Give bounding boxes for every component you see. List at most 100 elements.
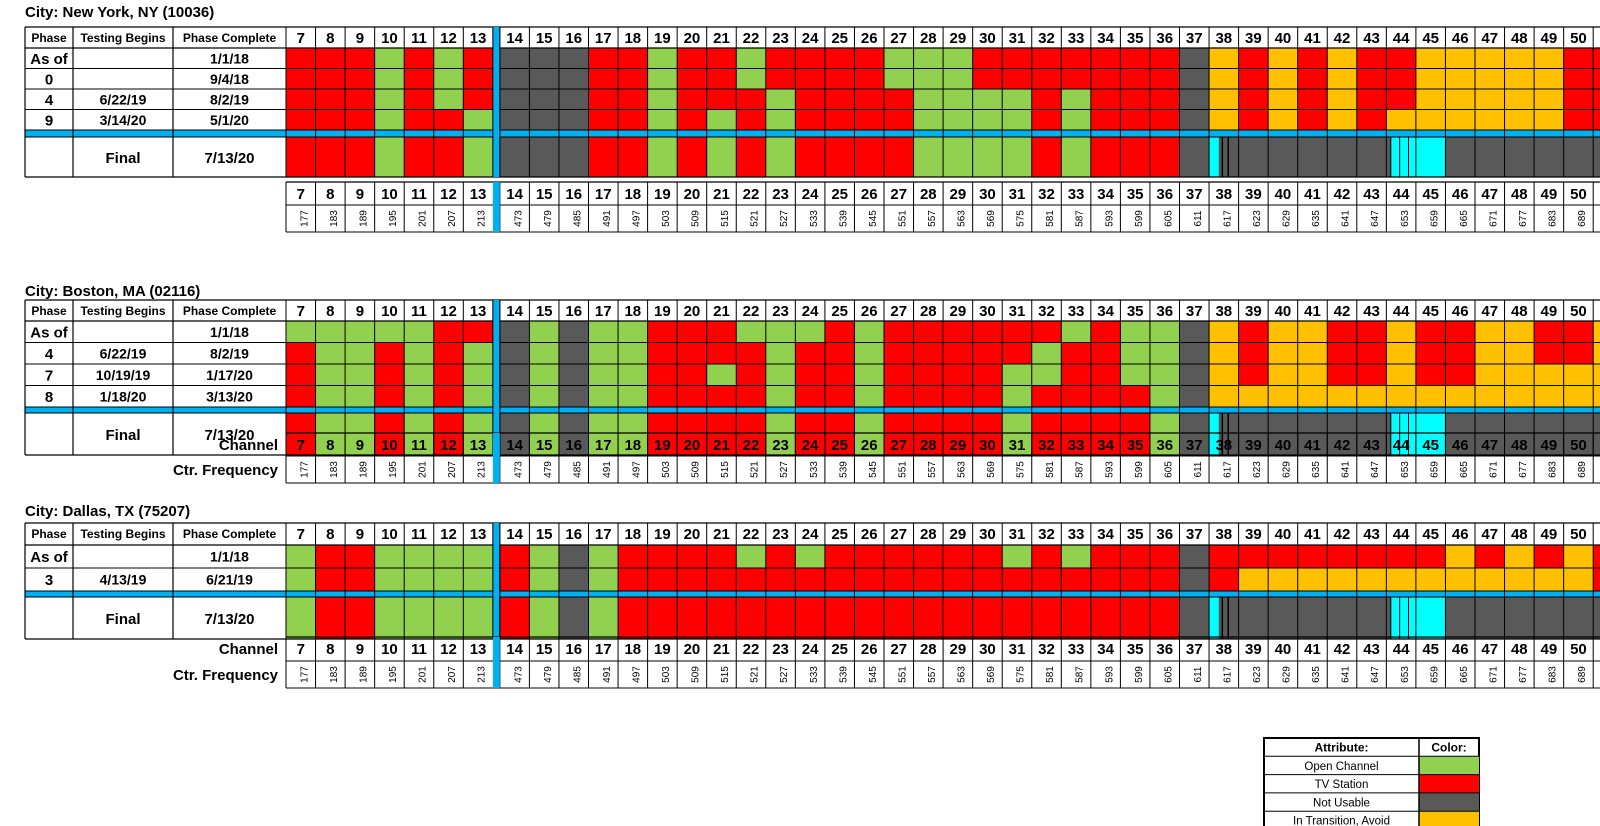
channel-cell xyxy=(1593,568,1600,591)
final-channel-cell xyxy=(1090,137,1121,177)
channel-cell xyxy=(433,321,464,343)
channel-cell xyxy=(1504,385,1535,407)
channel-header-label: 39 xyxy=(1245,303,1262,320)
channel-footer-label: 26 xyxy=(861,186,878,203)
channel-cell xyxy=(1386,385,1416,407)
channel-footer-label: 43 xyxy=(1363,437,1380,454)
channel-header-label: 49 xyxy=(1541,303,1558,320)
channel-footer-label: 42 xyxy=(1334,437,1351,454)
channel-footer-label: 48 xyxy=(1511,186,1528,203)
channel-header-label: 32 xyxy=(1038,303,1055,320)
center-frequency-label: 521 xyxy=(750,461,761,478)
channel-header-label: 35 xyxy=(1127,30,1144,47)
channel-cell xyxy=(1386,48,1416,69)
channel-header-label: 15 xyxy=(536,303,553,320)
final-channel-cell xyxy=(1238,413,1269,455)
final-channel-cell xyxy=(1534,413,1564,455)
channel-header-label: 15 xyxy=(536,30,553,47)
channel-cell xyxy=(345,109,375,130)
header-phase-complete: Phase Complete xyxy=(183,304,277,318)
channel-header-label: 38 xyxy=(1215,303,1232,320)
center-frequency-label: 671 xyxy=(1488,461,1499,478)
band-gap-separator xyxy=(492,523,500,639)
channel-header-label: 12 xyxy=(440,303,457,320)
channel-footer-label: 40 xyxy=(1275,186,1292,203)
channel-footer-label: 14 xyxy=(506,641,523,658)
final-channel-cell xyxy=(1031,137,1062,177)
channel-header-label: 26 xyxy=(861,30,878,47)
center-frequency-label: 503 xyxy=(661,461,672,478)
channel-cell xyxy=(884,109,914,130)
channel-header-label: 17 xyxy=(595,526,612,543)
channel-header-label: 18 xyxy=(624,526,641,543)
channel-header-label: 40 xyxy=(1275,526,1292,543)
channel-header-label: 13 xyxy=(470,526,487,543)
channel-cell xyxy=(1593,321,1600,343)
channel-cell xyxy=(499,545,530,568)
channel-header-label: 38 xyxy=(1215,526,1232,543)
channel-footer-label: 48 xyxy=(1511,437,1528,454)
channel-cell xyxy=(463,89,493,110)
center-frequency-label: 623 xyxy=(1252,461,1263,478)
channel-footer-label: 21 xyxy=(713,186,730,203)
channel-cell xyxy=(588,342,619,364)
center-frequency-label: 183 xyxy=(329,461,340,478)
final-channel-cell xyxy=(1327,597,1357,639)
channel-cell xyxy=(1563,68,1594,89)
final-channel-cell xyxy=(1149,137,1180,177)
channel-cell xyxy=(286,48,316,69)
channel-footer-label: 21 xyxy=(713,437,730,454)
channel-cell xyxy=(765,89,796,110)
channel-footer-label: 16 xyxy=(565,186,582,203)
channel-cell xyxy=(1534,364,1564,386)
channel-footer-label: 12 xyxy=(440,437,457,454)
channel-footer-label: 7 xyxy=(297,437,305,454)
channel-cell xyxy=(972,48,1003,69)
channel-footer-label: 15 xyxy=(536,186,553,203)
channel-cell xyxy=(1031,68,1062,89)
channel-footer-label: 36 xyxy=(1156,186,1173,203)
channel-cell xyxy=(677,385,707,407)
channel-cell xyxy=(345,545,375,568)
channel-cell xyxy=(1386,321,1416,343)
channel-cell xyxy=(618,48,648,69)
channel-footer-label: 35 xyxy=(1127,186,1144,203)
channel-cell xyxy=(706,109,737,130)
channel-cell xyxy=(1563,364,1594,386)
channel-cell xyxy=(286,545,316,568)
channel-cell xyxy=(1031,568,1062,591)
channel-header-label: 12 xyxy=(440,526,457,543)
center-frequency-label: 545 xyxy=(868,461,879,478)
center-frequency-label: 689 xyxy=(1577,461,1588,478)
channel-cell xyxy=(736,89,766,110)
channel-cell xyxy=(1504,321,1535,343)
center-frequency-label: 527 xyxy=(779,666,790,683)
channel-cell xyxy=(463,342,493,364)
channel-header-label: 17 xyxy=(595,30,612,47)
footer-band-gap-separator xyxy=(492,182,500,232)
channel-cell xyxy=(913,89,944,110)
channel-cell xyxy=(943,68,973,89)
channel-cell xyxy=(706,68,737,89)
header-phase: Phase xyxy=(31,304,67,318)
final-channel-cell xyxy=(404,597,434,639)
phase-label: As of xyxy=(30,549,69,566)
channel-cell xyxy=(1120,342,1150,364)
channel-footer-label: 18 xyxy=(624,186,641,203)
final-channel-cell xyxy=(736,413,766,455)
channel-cell xyxy=(1061,342,1091,364)
channel-cell xyxy=(286,568,316,591)
channel-cell xyxy=(618,385,648,407)
channel-header-label: 14 xyxy=(506,30,523,47)
center-frequency-label: 593 xyxy=(1104,210,1115,227)
channel-header-label: 45 xyxy=(1422,30,1439,47)
center-frequency-label: 647 xyxy=(1370,461,1381,478)
channel-cell xyxy=(677,342,707,364)
channel-cell xyxy=(677,568,707,591)
phase-complete-value: 1/1/18 xyxy=(210,50,249,66)
channel-cell xyxy=(913,109,944,130)
channel-cell xyxy=(433,68,464,89)
channel-cell xyxy=(588,321,619,343)
center-frequency-label: 183 xyxy=(329,666,340,683)
channel-header-label: 30 xyxy=(979,526,996,543)
